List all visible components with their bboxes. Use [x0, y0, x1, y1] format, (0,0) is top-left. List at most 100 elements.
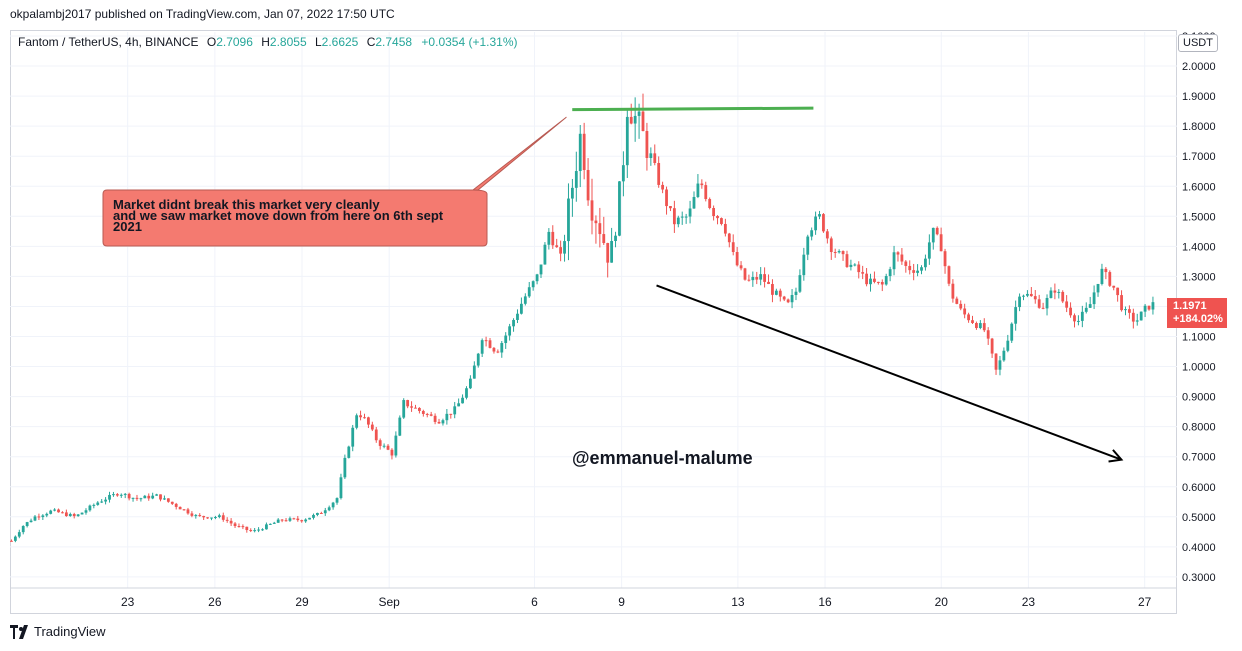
candle-body — [994, 353, 998, 370]
trend-arrow — [656, 284, 1122, 461]
candle-body — [751, 277, 755, 281]
candle-body — [606, 243, 610, 263]
price-tick-label: 0.4000 — [1182, 542, 1216, 554]
candle-body — [453, 406, 457, 415]
candle-body — [614, 235, 617, 241]
candle-body — [696, 183, 700, 197]
candle-body — [512, 319, 515, 327]
time-tick-label: 6 — [531, 595, 538, 609]
candle-body — [84, 510, 88, 513]
candle-body — [747, 279, 751, 281]
price-tick-label: 0.8000 — [1182, 422, 1216, 434]
candle-body — [57, 509, 60, 513]
candle-body — [743, 268, 747, 280]
candle-body — [225, 519, 229, 521]
author-watermark: @emmanuel-malume — [572, 448, 753, 468]
candle-body — [700, 183, 704, 186]
candle-body — [421, 410, 425, 414]
candle-body — [739, 265, 743, 269]
candle-body — [563, 241, 566, 254]
candle-body — [610, 240, 614, 263]
candle-body — [237, 526, 241, 528]
candle-body — [272, 522, 276, 524]
candle-body — [25, 522, 29, 527]
time-tick-label: Sep — [379, 595, 401, 609]
currency-button[interactable]: USDT — [1178, 34, 1218, 52]
candle-body — [476, 353, 480, 366]
candle-body — [716, 216, 719, 219]
candle-body — [523, 296, 527, 304]
candle-body — [876, 281, 880, 283]
candle-body — [543, 244, 547, 265]
time-tick-label: 20 — [935, 595, 949, 609]
candle-body — [653, 153, 657, 163]
candle-body — [131, 497, 135, 499]
candle-body — [155, 494, 158, 496]
price-tick-label: 1.8000 — [1182, 121, 1216, 133]
drawings[interactable]: Market didnt break this market very clea… — [102, 106, 1124, 468]
candle-body — [1120, 295, 1123, 311]
candle-body — [669, 206, 672, 209]
candle-body — [665, 189, 668, 207]
candle-body — [672, 208, 676, 225]
candle-body — [206, 517, 209, 519]
candle-body — [410, 406, 413, 408]
candle-body — [96, 502, 100, 505]
candle-body — [1100, 268, 1104, 284]
candle-body — [1108, 272, 1112, 286]
candle-body — [210, 517, 213, 519]
candle-body — [104, 499, 107, 502]
candle-body — [500, 343, 504, 353]
candle-body — [143, 495, 147, 499]
candle-body — [1053, 290, 1057, 293]
candle-body — [127, 493, 131, 499]
candle-body — [253, 530, 257, 532]
candle-body — [1033, 296, 1037, 300]
candle-body — [386, 445, 390, 450]
candle-body — [798, 275, 802, 292]
candle-body — [916, 270, 919, 273]
candle-body — [978, 323, 982, 329]
candle-body — [1049, 290, 1053, 298]
candle-body — [731, 242, 735, 253]
candle-body — [221, 515, 225, 520]
candle-body — [657, 162, 661, 185]
candle-body — [637, 111, 641, 116]
candle-body — [927, 242, 931, 259]
candle-body — [1084, 307, 1088, 312]
candle-body — [849, 264, 853, 267]
time-tick-label: 9 — [618, 595, 625, 609]
price-tick-label: 1.7000 — [1182, 151, 1216, 163]
candle-body — [618, 181, 621, 236]
price-tick-label: 0.6000 — [1182, 482, 1216, 494]
candle-body — [1045, 297, 1049, 309]
candle-body — [825, 231, 829, 239]
candle-body — [873, 278, 876, 282]
footer-brand[interactable]: TradingView — [10, 624, 106, 639]
candle-body — [496, 351, 500, 353]
candle-body — [727, 233, 731, 243]
candle-body — [170, 501, 174, 504]
candle-body — [755, 277, 759, 280]
candle-body — [888, 269, 892, 277]
candle-body — [684, 216, 688, 218]
candle-body — [720, 218, 723, 224]
candle-body — [335, 498, 339, 503]
candle-body — [767, 281, 770, 285]
candle-body — [268, 523, 272, 525]
candle-body — [1143, 305, 1147, 312]
candle-body — [402, 400, 406, 418]
candle-body — [166, 498, 170, 502]
open-value: 2.7096 — [216, 35, 253, 49]
candle-body — [13, 536, 17, 541]
candle-body — [1010, 323, 1014, 341]
candle-body — [861, 272, 865, 274]
candle-body — [865, 273, 868, 285]
candle-body — [174, 503, 178, 507]
candle-body — [245, 526, 249, 531]
candle-body — [621, 165, 625, 182]
candle-body — [488, 340, 492, 348]
candle-body — [1018, 296, 1021, 308]
candle-body — [1096, 283, 1100, 293]
